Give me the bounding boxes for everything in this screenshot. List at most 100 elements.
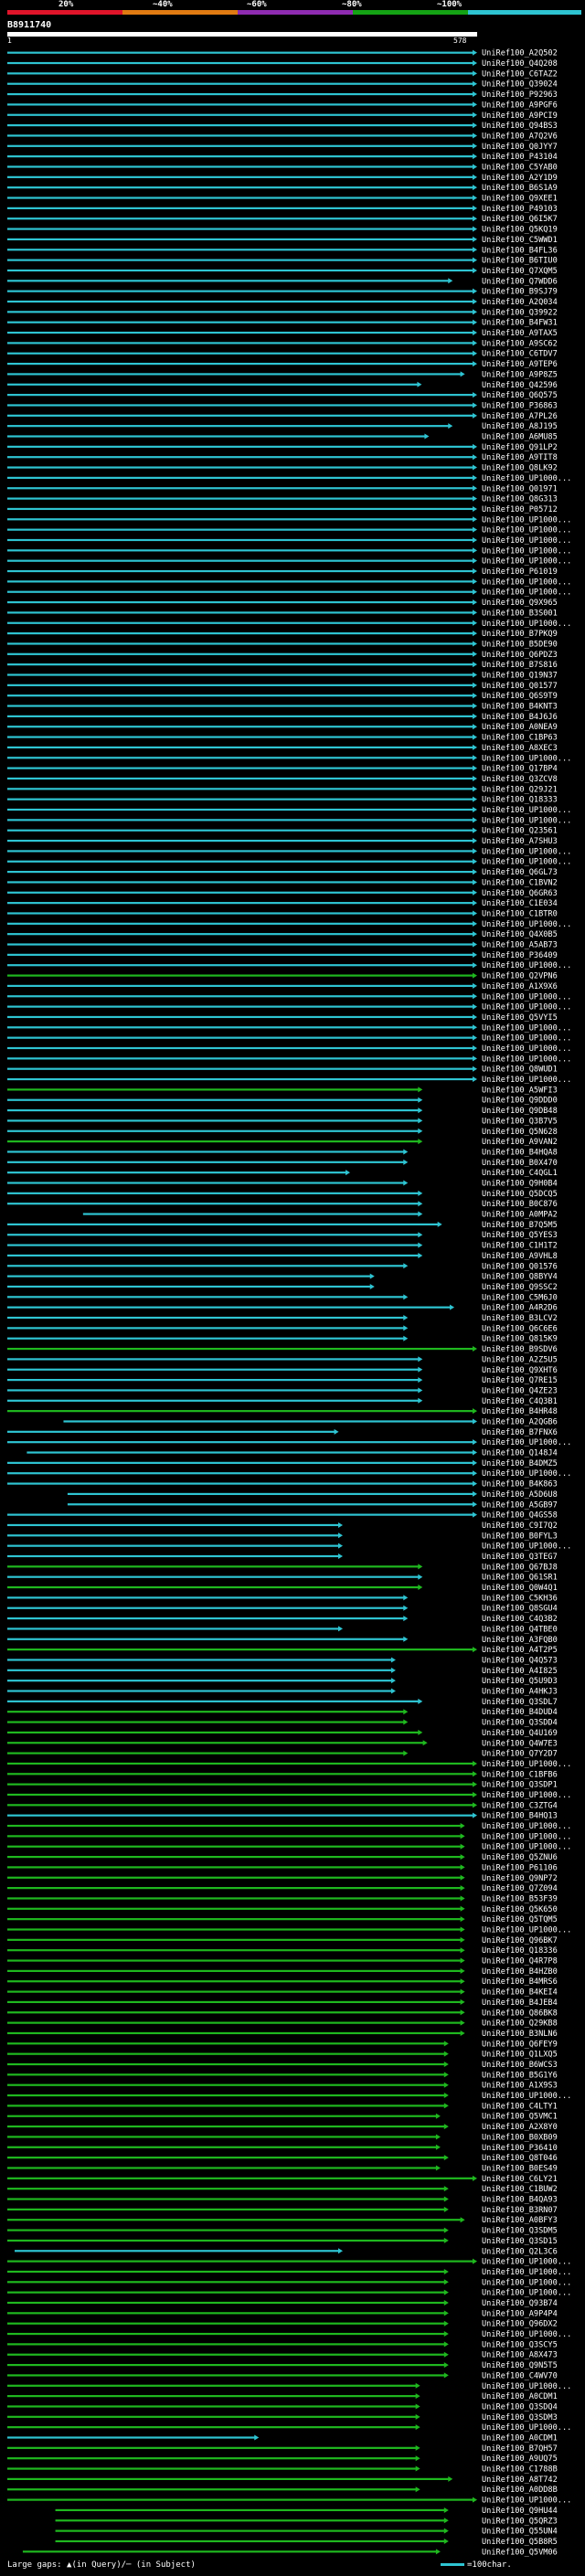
hit-label[interactable]: UniRef100_A9TAX5	[482, 329, 558, 338]
hit-label[interactable]: UniRef100_A9UQ75	[482, 2454, 558, 2464]
hit-label[interactable]: UniRef100_Q9XEE1	[482, 195, 558, 204]
hit-label[interactable]: UniRef100_B7FNX6	[482, 1428, 558, 1437]
hit-label[interactable]: UniRef100_A9SC62	[482, 339, 558, 348]
hit-label[interactable]: UniRef100_B4MRS6	[482, 1977, 558, 1987]
hit-label[interactable]: UniRef100_Q5VM06	[482, 2548, 558, 2557]
hit-label[interactable]: UniRef100_Q6GR63	[482, 889, 558, 898]
hit-label[interactable]: UniRef100_B5G1Y6	[482, 2071, 558, 2080]
hit-label[interactable]: UniRef100_B6TIU0	[482, 257, 558, 266]
hit-label[interactable]: UniRef100_C1BVN2	[482, 878, 558, 887]
hit-label[interactable]: UniRef100_UP1000...	[482, 588, 571, 598]
hit-label[interactable]: UniRef100_UP1000...	[482, 515, 571, 525]
hit-label[interactable]: UniRef100_A0CDM1	[482, 2434, 558, 2443]
hit-label[interactable]: UniRef100_B0FYL3	[482, 1532, 558, 1541]
hit-label[interactable]: UniRef100_Q4X0B5	[482, 930, 558, 939]
hit-label[interactable]: UniRef100_Q5K650	[482, 1905, 558, 1914]
hit-label[interactable]: UniRef100_UP1000...	[482, 920, 571, 929]
hit-label[interactable]: UniRef100_Q7WDD6	[482, 277, 558, 286]
hit-label[interactable]: UniRef100_Q3SDQ4	[482, 2402, 558, 2412]
hit-label[interactable]: UniRef100_B4HR48	[482, 1407, 558, 1416]
hit-label[interactable]: UniRef100_Q4U169	[482, 1729, 558, 1738]
hit-label[interactable]: UniRef100_UP1000...	[482, 806, 571, 815]
hit-label[interactable]: UniRef100_C6TDV7	[482, 350, 558, 359]
hit-label[interactable]: UniRef100_Q61SR1	[482, 1574, 558, 1583]
hit-label[interactable]: UniRef100_Q3SCY5	[482, 2340, 558, 2349]
hit-label[interactable]: UniRef100_Q7XQM5	[482, 267, 558, 276]
hit-label[interactable]: UniRef100_A9VAN2	[482, 1138, 558, 1147]
hit-label[interactable]: UniRef100_UP1000...	[482, 1076, 571, 1085]
hit-label[interactable]: UniRef100_C4Q3B1	[482, 1397, 558, 1406]
hit-label[interactable]: UniRef100_P92963	[482, 90, 558, 100]
hit-label[interactable]: UniRef100_Q3SD15	[482, 2237, 558, 2246]
hit-label[interactable]: UniRef100_Q7Y2D7	[482, 1750, 558, 1759]
hit-label[interactable]: UniRef100_Q96DX2	[482, 2320, 558, 2329]
hit-label[interactable]: UniRef100_UP1000...	[482, 754, 571, 763]
hit-label[interactable]: UniRef100_A5AB73	[482, 941, 558, 950]
hit-label[interactable]: UniRef100_B5DE90	[482, 640, 558, 649]
hit-label[interactable]: UniRef100_B6WCS3	[482, 2061, 558, 2070]
hit-label[interactable]: UniRef100_A8X473	[482, 2351, 558, 2360]
hit-label[interactable]: UniRef100_A0MPA2	[482, 1211, 558, 1220]
hit-label[interactable]: UniRef100_C1BP63	[482, 734, 558, 743]
hit-label[interactable]: UniRef100_B4KEI4	[482, 1988, 558, 1998]
hit-label[interactable]: UniRef100_B53F39	[482, 1894, 558, 1903]
hit-label[interactable]: UniRef100_UP1000...	[482, 1055, 571, 1064]
hit-label[interactable]: UniRef100_Q17BP4	[482, 765, 558, 774]
hit-label[interactable]: UniRef100_A6MU85	[482, 433, 558, 442]
hit-label[interactable]: UniRef100_P61106	[482, 1863, 558, 1872]
hit-label[interactable]: UniRef100_B6S1A9	[482, 184, 558, 193]
hit-label[interactable]: UniRef100_UP1000...	[482, 1843, 571, 1852]
hit-label[interactable]: UniRef100_UP1000...	[482, 1034, 571, 1044]
hit-label[interactable]: UniRef100_UP1000...	[482, 546, 571, 556]
hit-label[interactable]: UniRef100_B4KNT3	[482, 703, 558, 712]
hit-label[interactable]: UniRef100_Q01577	[482, 682, 558, 691]
hit-label[interactable]: UniRef100_UP1000...	[482, 2330, 571, 2339]
hit-label[interactable]: UniRef100_Q5U9D3	[482, 1677, 558, 1686]
hit-label[interactable]: UniRef100_UP1000...	[482, 2496, 571, 2506]
hit-label[interactable]: UniRef100_A9PGF6	[482, 101, 558, 110]
hit-label[interactable]: UniRef100_Q5QRZ3	[482, 2517, 558, 2526]
hit-label[interactable]: UniRef100_A9VHL8	[482, 1252, 558, 1261]
hit-label[interactable]: UniRef100_Q9XHT6	[482, 1366, 558, 1375]
hit-label[interactable]: UniRef100_Q91LP2	[482, 443, 558, 452]
hit-label[interactable]: UniRef100_Q5KQ19	[482, 226, 558, 235]
hit-label[interactable]: UniRef100_A8T742	[482, 2475, 558, 2485]
hit-label[interactable]: UniRef100_P43104	[482, 153, 558, 162]
hit-label[interactable]: UniRef100_UP1000...	[482, 1760, 571, 1769]
hit-label[interactable]: UniRef100_UP1000...	[482, 2423, 571, 2433]
hit-label[interactable]: UniRef100_Q4W7E3	[482, 1739, 558, 1748]
hit-label[interactable]: UniRef100_Q96BK7	[482, 1936, 558, 1945]
hit-label[interactable]: UniRef100_B7PKQ9	[482, 630, 558, 639]
hit-label[interactable]: UniRef100_UP1000...	[482, 2278, 571, 2287]
hit-label[interactable]: UniRef100_Q6I5K7	[482, 215, 558, 224]
hit-label[interactable]: UniRef100_B0ES49	[482, 2164, 558, 2173]
hit-label[interactable]: UniRef100_Q9X965	[482, 599, 558, 608]
hit-label[interactable]: UniRef100_A9TIT8	[482, 453, 558, 462]
hit-label[interactable]: UniRef100_A0NEA9	[482, 723, 558, 732]
hit-label[interactable]: UniRef100_P36410	[482, 2144, 558, 2153]
hit-label[interactable]: UniRef100_Q29KB8	[482, 2019, 558, 2029]
hit-label[interactable]: UniRef100_Q8BYV4	[482, 1273, 558, 1282]
hit-label[interactable]: UniRef100_UP1000...	[482, 557, 571, 567]
hit-label[interactable]: UniRef100_Q01576	[482, 1262, 558, 1271]
hit-label[interactable]: UniRef100_A2Q502	[482, 49, 558, 58]
hit-label[interactable]: UniRef100_B4DUD4	[482, 1708, 558, 1717]
hit-label[interactable]: UniRef100_Q8T046	[482, 2154, 558, 2163]
hit-label[interactable]: UniRef100_B4K863	[482, 1480, 558, 1489]
hit-label[interactable]: UniRef100_UP1000...	[482, 2268, 571, 2277]
hit-label[interactable]: UniRef100_Q6FEY9	[482, 2040, 558, 2049]
hit-label[interactable]: UniRef100_B0C876	[482, 1200, 558, 1209]
hit-label[interactable]: UniRef100_C5M6J0	[482, 1293, 558, 1302]
hit-label[interactable]: UniRef100_A5WFI3	[482, 1086, 558, 1095]
hit-label[interactable]: UniRef100_B4QA93	[482, 2196, 558, 2205]
hit-label[interactable]: UniRef100_A4R2D6	[482, 1304, 558, 1313]
hit-label[interactable]: UniRef100_UP1000...	[482, 992, 571, 1002]
hit-label[interactable]: UniRef100_C3ZTG4	[482, 1801, 558, 1810]
hit-label[interactable]: UniRef100_A7PL26	[482, 412, 558, 421]
hit-label[interactable]: UniRef100_Q0JYY7	[482, 143, 558, 152]
hit-label[interactable]: UniRef100_UP1000...	[482, 1832, 571, 1841]
hit-label[interactable]: UniRef100_UP1000...	[482, 1542, 571, 1552]
hit-label[interactable]: UniRef100_Q4Q573	[482, 1656, 558, 1665]
hit-label[interactable]: UniRef100_Q9H0B4	[482, 1180, 558, 1189]
hit-label[interactable]: UniRef100_A4I825	[482, 1667, 558, 1676]
